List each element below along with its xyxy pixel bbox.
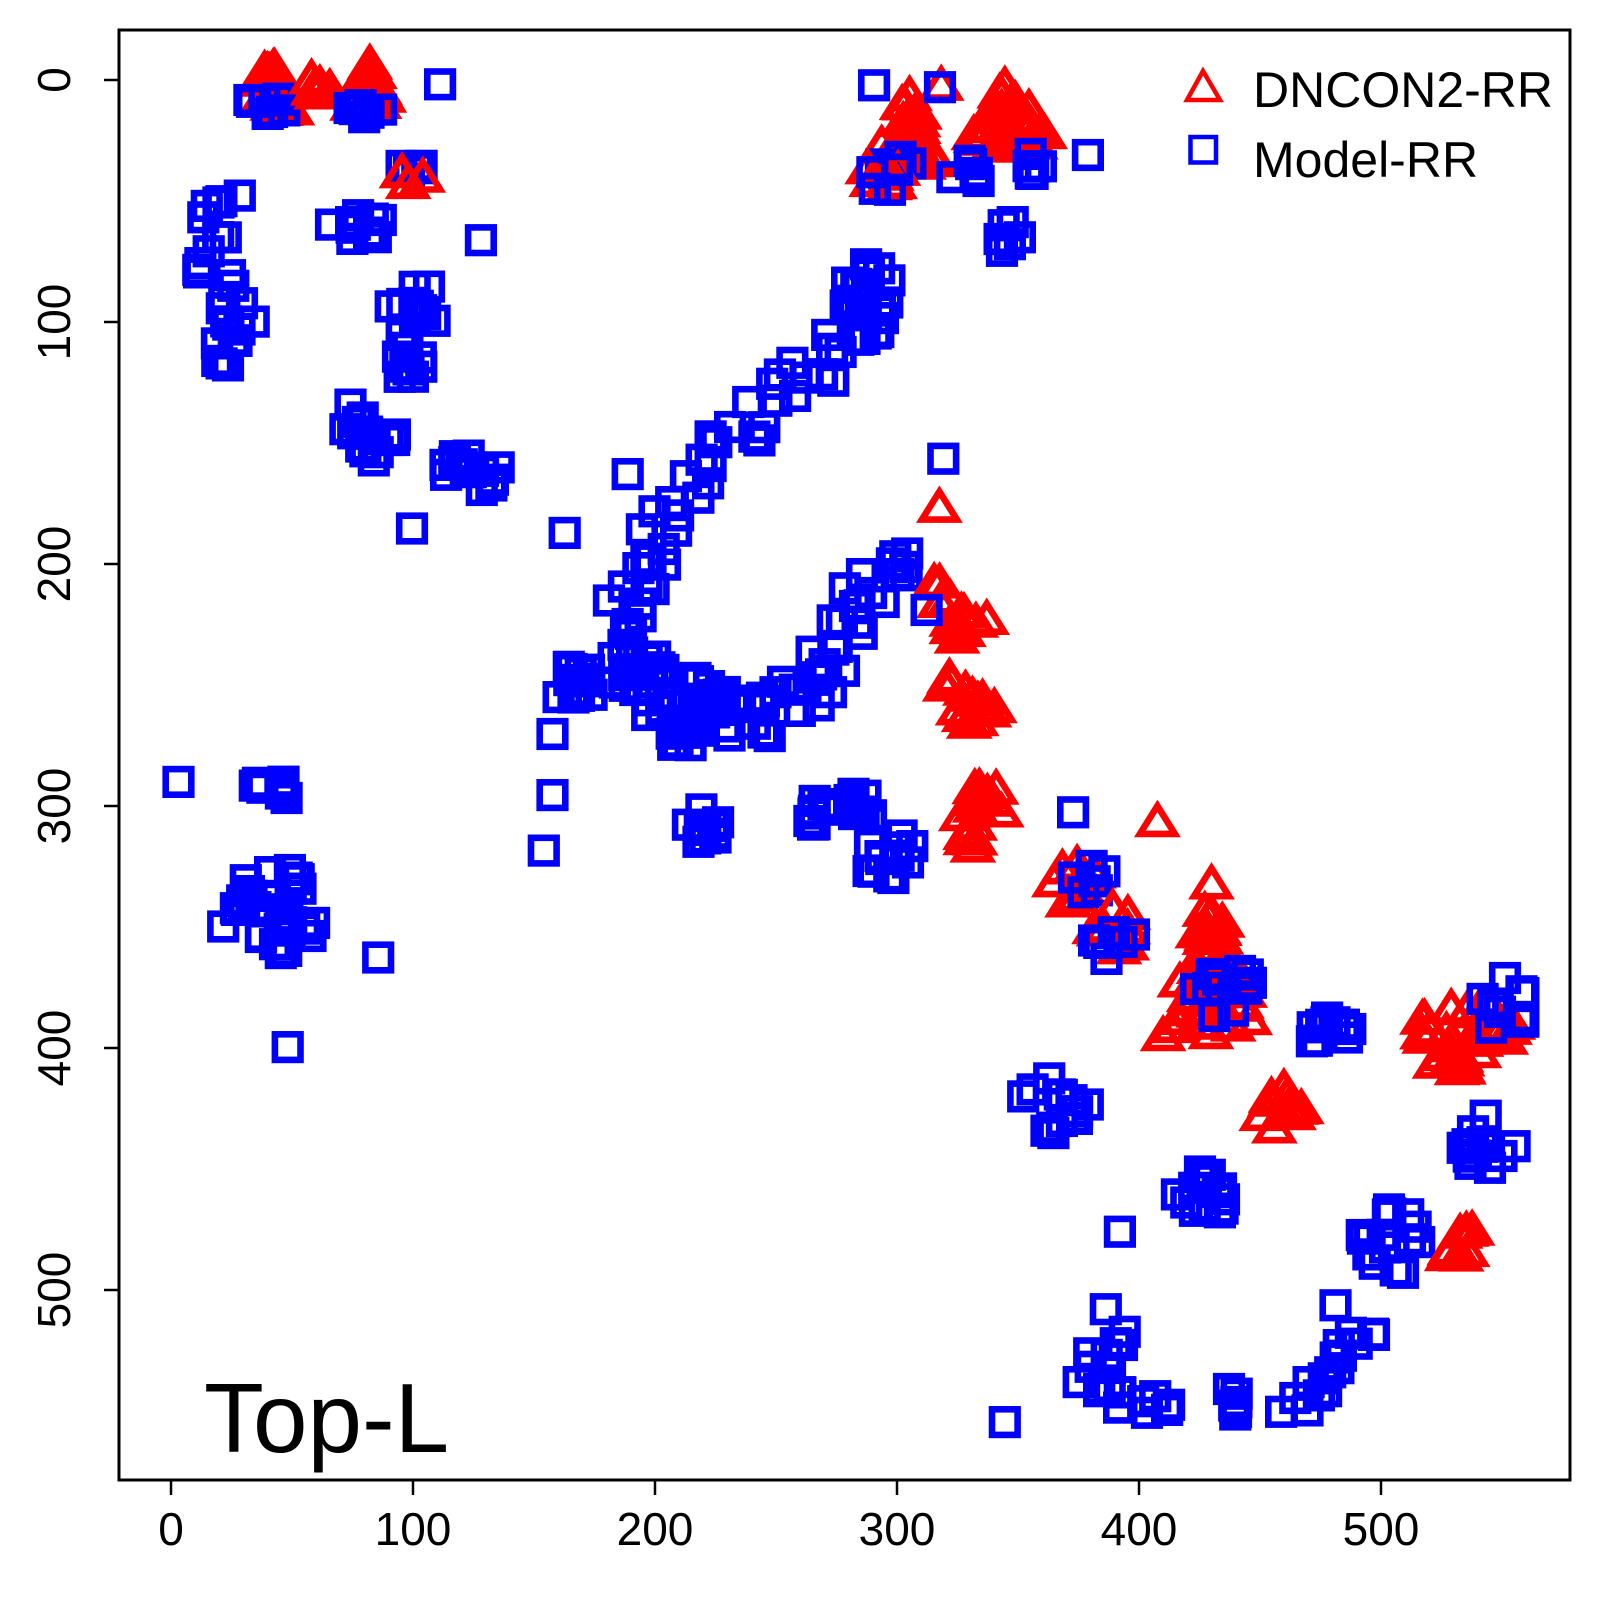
- svg-text:Top-L: Top-L: [204, 1363, 449, 1473]
- svg-text:300: 300: [28, 768, 80, 845]
- svg-text:500: 500: [1343, 1503, 1420, 1555]
- svg-text:DNCON2-RR: DNCON2-RR: [1253, 62, 1553, 118]
- svg-text:500: 500: [28, 1252, 80, 1329]
- svg-text:100: 100: [375, 1503, 452, 1555]
- svg-text:100: 100: [28, 284, 80, 361]
- svg-text:200: 200: [617, 1503, 694, 1555]
- svg-text:400: 400: [28, 1010, 80, 1087]
- svg-text:300: 300: [859, 1503, 936, 1555]
- svg-text:0: 0: [158, 1503, 184, 1555]
- svg-text:400: 400: [1101, 1503, 1178, 1555]
- svg-text:0: 0: [28, 67, 80, 93]
- svg-text:200: 200: [28, 526, 80, 603]
- svg-text:Model-RR: Model-RR: [1253, 132, 1478, 188]
